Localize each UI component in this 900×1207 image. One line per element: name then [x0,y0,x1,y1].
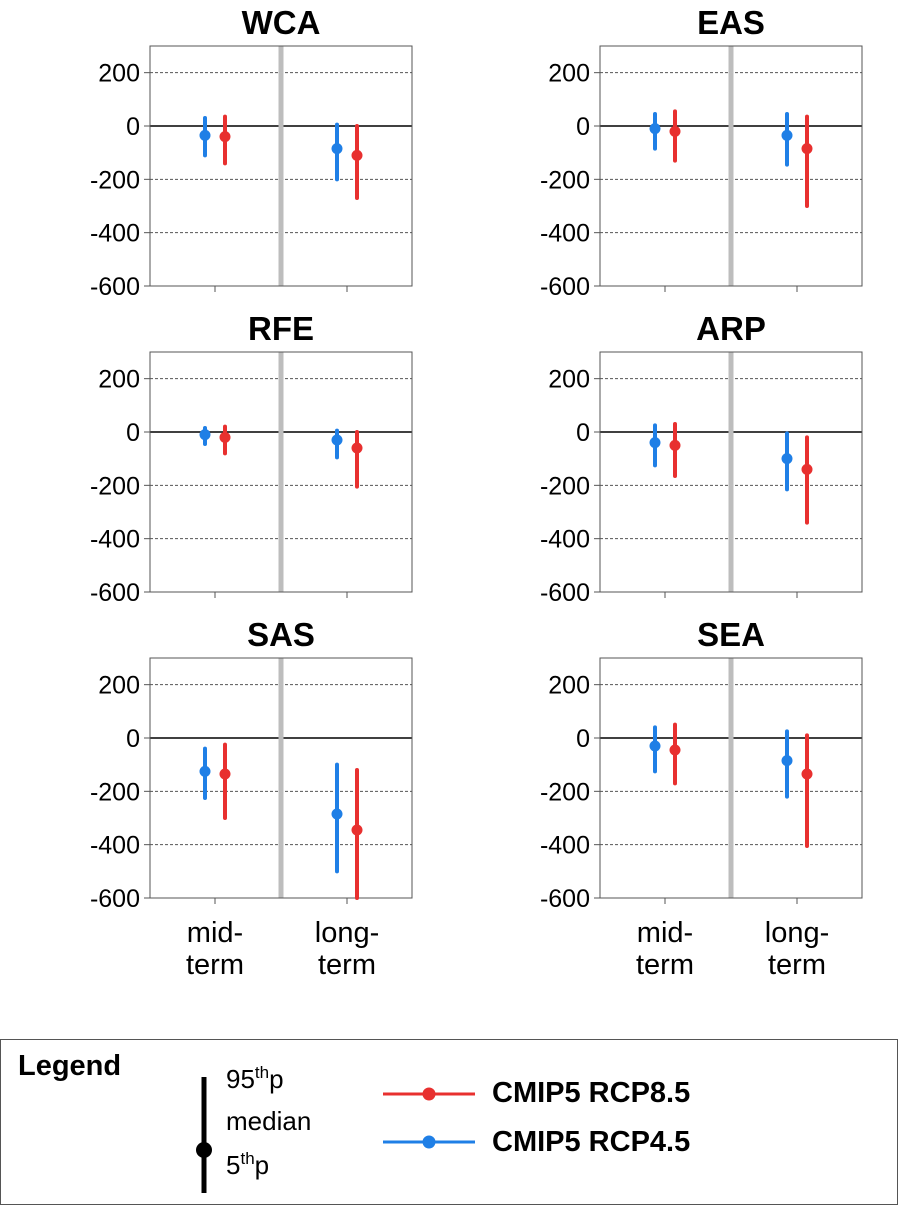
median-point [669,439,681,451]
y-tick-label: -400 [90,526,140,554]
median-point [801,463,813,475]
y-tick-label: 200 [548,60,590,88]
y-tick-label: -600 [90,885,140,913]
y-tick-label: 0 [576,113,590,141]
panel-title-eas: EAS [697,4,765,41]
x-category-label: term [318,949,376,981]
median-point [351,824,363,836]
x-category-label: mid- [187,917,243,949]
plot-frame [149,657,413,899]
median-point [219,768,231,780]
median-point [219,431,231,443]
chart-area: WCA 200 0 -200 -400 -600 EAS 200 0 -200 -400 -600 RF… [90,4,863,981]
panel-title-wca: WCA [242,4,321,41]
plot-frame [599,657,863,899]
y-tick-label: -200 [540,778,590,806]
y-tick-label: -400 [540,832,590,860]
panel-title-sas: SAS [247,616,315,653]
y-tick-label: -200 [540,472,590,500]
median-point [199,429,211,441]
percentile-key-icon [196,1077,212,1193]
median-point [351,149,363,161]
legend-series-rcp45-label: CMIP5 RCP4.5 [492,1126,691,1158]
x-category-label: term [186,949,244,981]
y-tick-label: -200 [90,778,140,806]
legend-series-rcp45-icon [383,1135,475,1149]
y-tick-label: -600 [90,273,140,301]
median-point [649,123,661,135]
x-category-label: long- [765,917,830,949]
y-tick-label: -600 [540,885,590,913]
y-tick-label: 0 [126,725,140,753]
y-tick-label: -600 [90,579,140,607]
legend: Legend 95thp median 5thp CMIP5 RCP8.5 CM… [0,1039,898,1205]
panel-title-rfe: RFE [248,310,314,347]
median-point [199,765,211,777]
key-median-dot [196,1142,212,1158]
y-tick-label: -400 [540,220,590,248]
y-tick-label: -200 [540,166,590,194]
y-tick-label: -600 [540,579,590,607]
x-category-label: term [636,949,694,981]
median-point [781,453,793,465]
y-tick-label: 0 [576,725,590,753]
x-category-label: long- [315,917,380,949]
median-point [351,442,363,454]
y-tick-label: -200 [90,472,140,500]
y-tick-label: -600 [540,273,590,301]
y-tick-label: -400 [90,832,140,860]
y-tick-label: 0 [126,419,140,447]
plot-frame [599,45,863,287]
median-point [331,808,343,820]
median-point [669,125,681,137]
panel-title-arp: ARP [696,310,766,347]
y-tick-label: 200 [98,60,140,88]
y-tick-label: 200 [548,366,590,394]
median-point [331,434,343,446]
median-point [649,437,661,449]
y-tick-label: -400 [90,220,140,248]
median-point [781,129,793,141]
y-tick-label: 200 [98,672,140,700]
median-point [649,740,661,752]
median-point [199,129,211,141]
key-label-5th: 5thp [226,1149,270,1180]
y-tick-label: 0 [576,419,590,447]
y-tick-label: 200 [548,672,590,700]
legend-title: Legend [18,1050,122,1082]
median-point [781,755,793,767]
key-label-95th: 95thp [226,1063,284,1094]
legend-series-rcp85-label: CMIP5 RCP8.5 [492,1077,691,1109]
x-category-label: term [768,949,826,981]
plot-frame [149,45,413,287]
median-point [219,131,231,143]
x-category-label: mid- [637,917,693,949]
y-tick-label: -200 [90,166,140,194]
y-tick-label: -400 [540,526,590,554]
plot-frame [599,351,863,593]
key-label-median: median [226,1106,312,1136]
plot-frame [149,351,413,593]
median-point [669,744,681,756]
median-point [331,143,343,155]
panel-title-sea: SEA [697,616,765,653]
y-tick-label: 0 [126,113,140,141]
median-point [801,768,813,780]
y-tick-label: 200 [98,366,140,394]
legend-series-rcp85-icon [383,1087,475,1101]
median-point [801,143,813,155]
